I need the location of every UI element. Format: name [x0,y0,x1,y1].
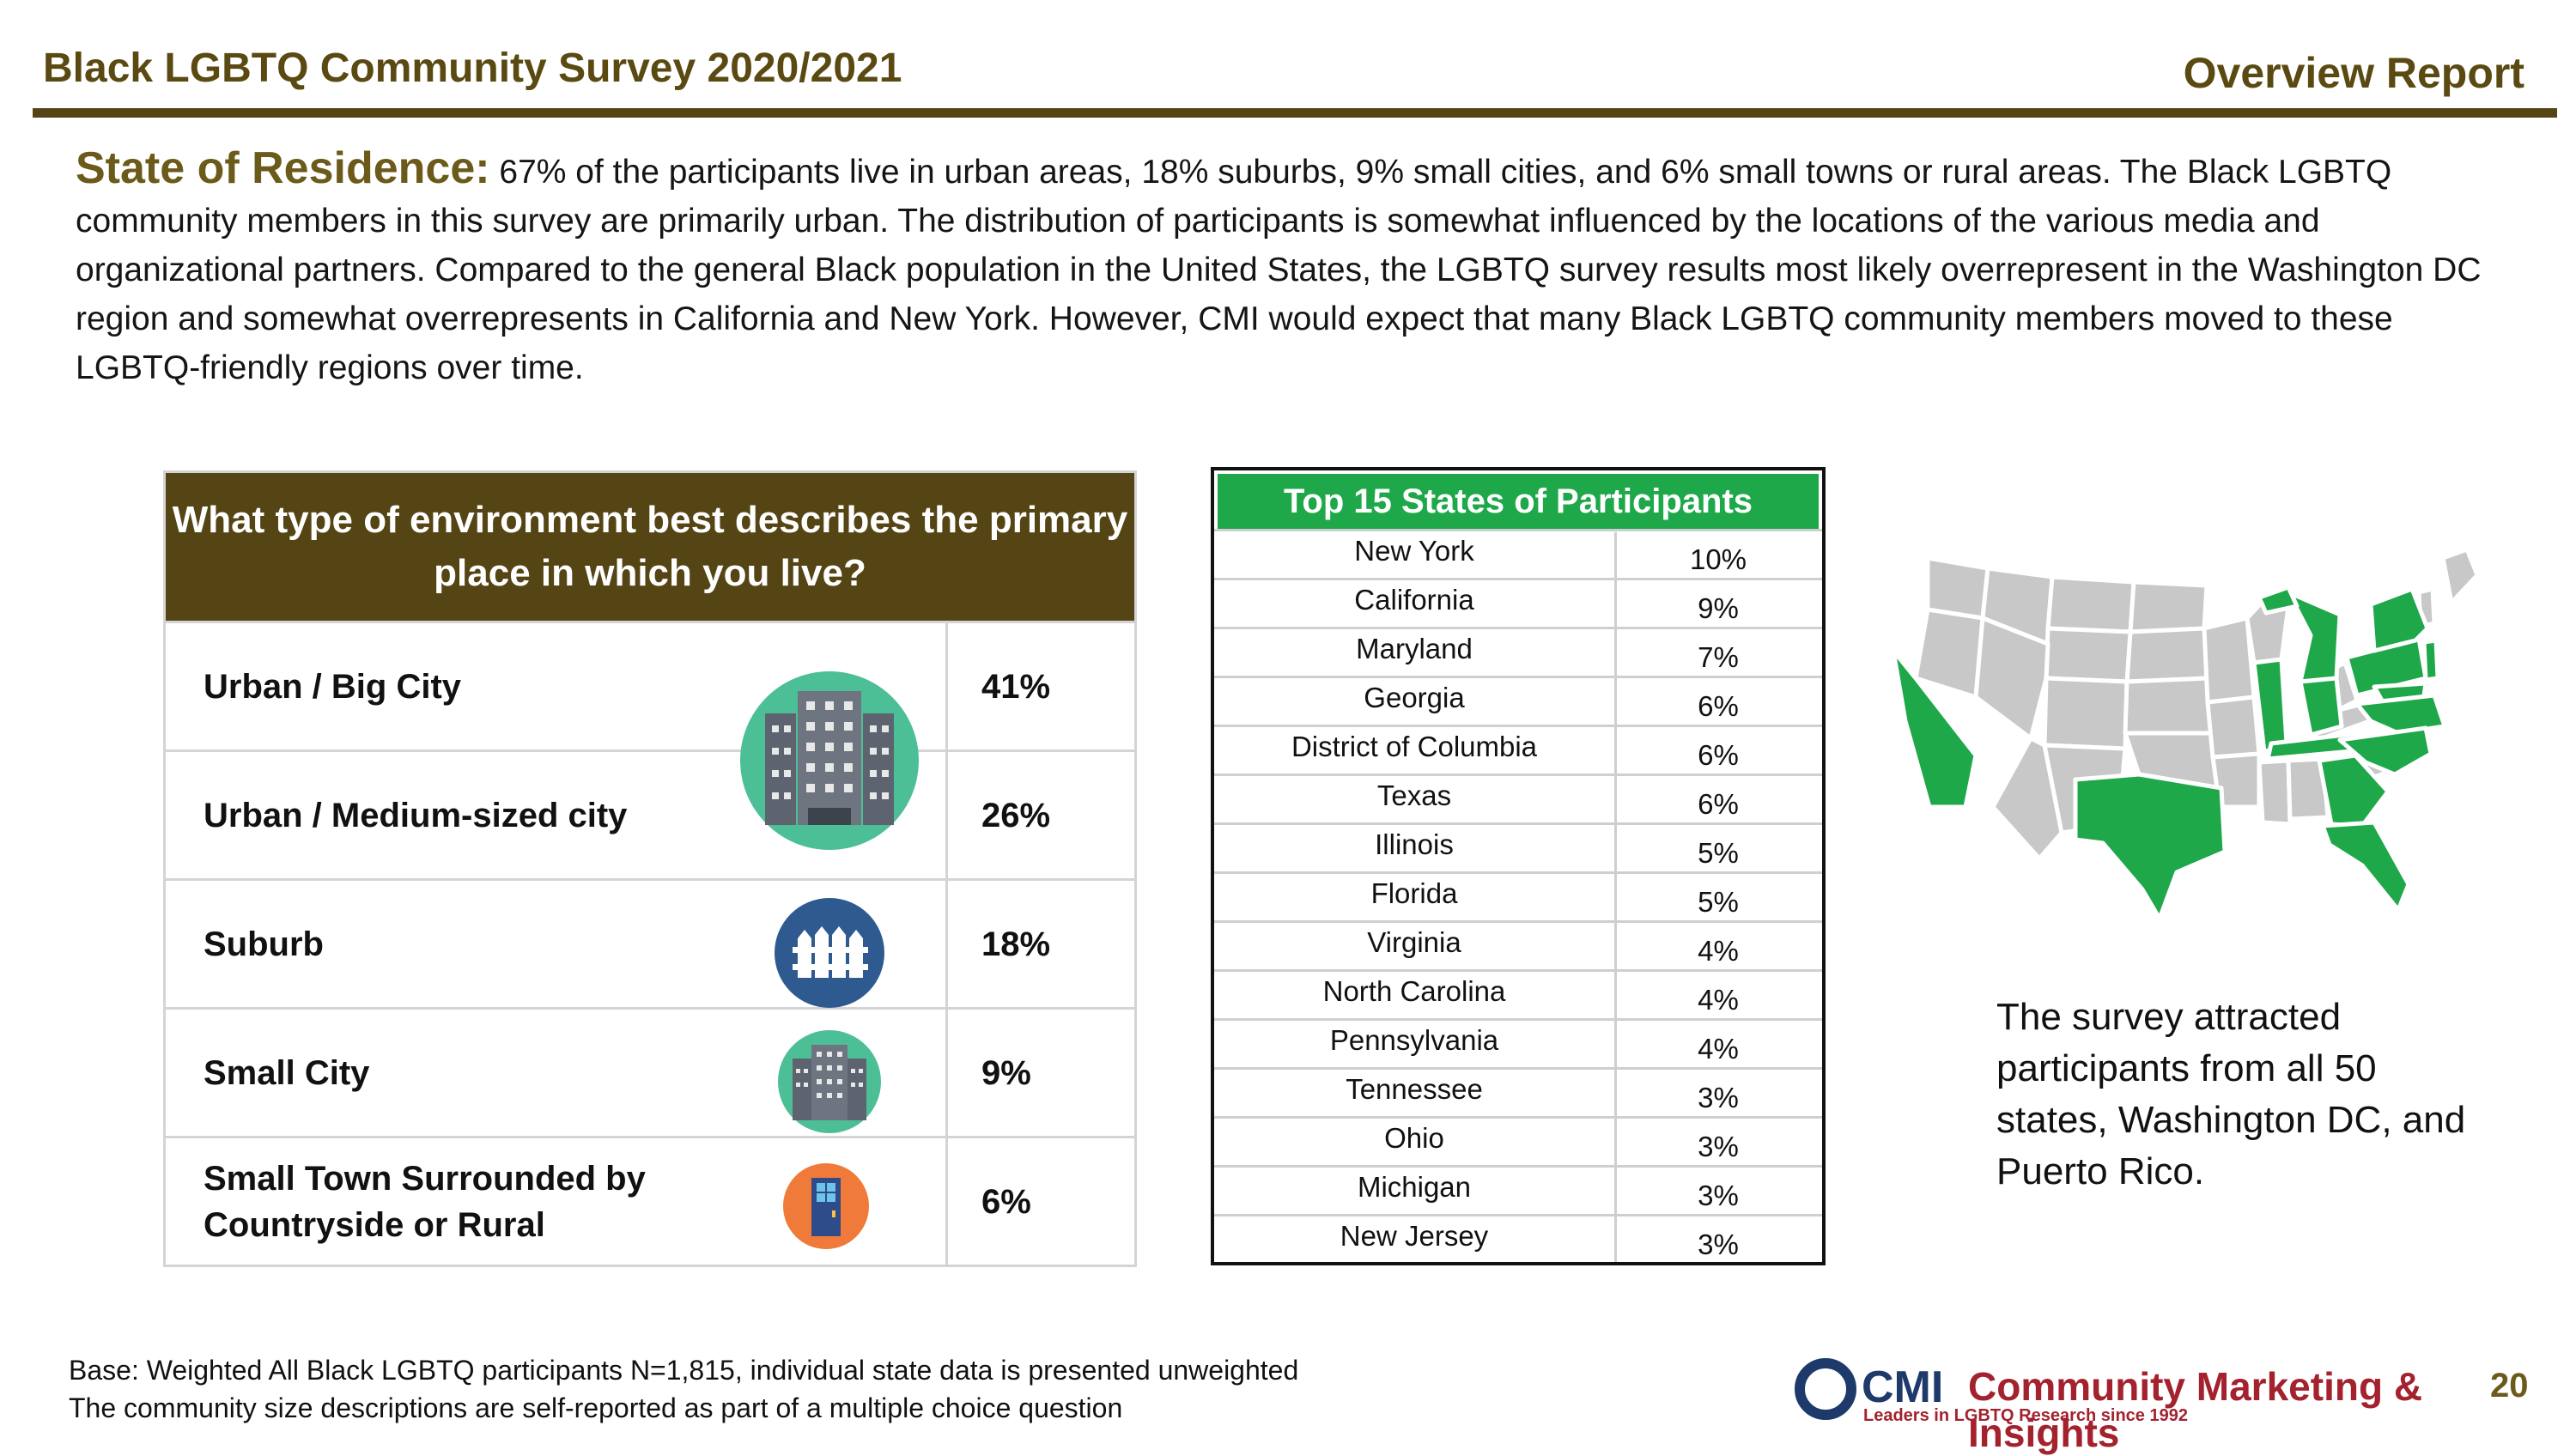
state-name: Georgia [1364,682,1465,713]
environment-value: 9% [981,1053,1031,1092]
environment-row-urban-big-city: Urban / Big City 41% [166,621,1134,750]
environment-value: 41% [981,667,1051,706]
environment-label: Suburb [204,925,324,963]
page-number: 20 [2490,1367,2529,1404]
environment-question: What type of environment best describes … [166,473,1134,621]
state-row: Florida 5% [1214,871,1822,923]
states-column-divider [1614,532,1617,1262]
state-row: New York 10% [1214,529,1822,580]
state-name: Maryland [1356,633,1473,664]
big-city-building-icon [740,671,919,850]
state-row: Tennessee 3% [1214,1067,1822,1119]
state-row: Pennsylvania 4% [1214,1018,1822,1070]
state-row: Maryland 7% [1214,627,1822,678]
suburb-fence-icon [775,898,884,1008]
state-name: Ohio [1384,1122,1444,1154]
state-value: 5% [1698,886,1739,918]
state-value: 3% [1698,1228,1739,1260]
map-note: The survey attracted participants from a… [1996,996,2466,1192]
state-value: 5% [1698,837,1739,869]
state-row: Georgia 6% [1214,676,1822,727]
intro-paragraph: State of Residence: 67% of the participa… [76,144,2514,392]
state-row: California 9% [1214,578,1822,629]
cmi-logo-icon [1795,1358,1856,1420]
logo-tagline: Leaders in LGBTQ Research since 1992 [1863,1406,2188,1425]
small-city-building-icon [778,1030,881,1133]
logo-company-name: Community Marketing & Insights [1968,1364,2423,1455]
state-value: 7% [1698,641,1739,673]
report-title: Black LGBTQ Community Survey 2020/2021 [43,46,902,91]
state-row: Illinois 5% [1214,822,1822,874]
state-row: Virginia 4% [1214,920,1822,972]
small-town-door-icon [783,1163,869,1249]
state-name: Florida [1370,877,1458,909]
top-states-table: Top 15 States of Participants New York 10… [1211,467,1826,1265]
environment-table: What type of environment best describes … [163,470,1137,1267]
state-value: 3% [1698,1082,1739,1113]
state-value: 10% [1689,543,1747,575]
logo-cmi-text: CMI [1862,1362,1944,1412]
state-value: 4% [1698,984,1739,1016]
environment-row-urban-medium-city: Urban / Medium-sized city 26% [166,749,1134,879]
environment-label: Small Town Surrounded by Countryside or … [204,1160,646,1244]
environment-label: Urban / Big City [204,668,462,706]
state-name: New York [1354,535,1474,567]
state-name: Pennsylvania [1329,1024,1499,1056]
environment-row-suburb: Suburb 18% [166,878,1134,1008]
state-value: 4% [1698,935,1739,967]
environment-column-divider [945,621,948,1265]
state-row: District of Columbia 6% [1214,725,1822,776]
environment-value: 18% [981,925,1051,963]
top-states-title: Top 15 States of Participants [1218,474,1819,529]
state-name: District of Columbia [1291,731,1538,762]
state-name: Virginia [1367,926,1461,958]
state-value: 6% [1698,690,1739,722]
environment-row-small-town-rural: Small Town Surrounded by Countryside or … [166,1136,1134,1265]
state-name: Texas [1376,780,1452,811]
state-name: Illinois [1375,828,1454,860]
report-type: Overview Report [2183,49,2524,97]
intro-lead: State of Residence: [76,143,490,193]
environment-label: Small City [204,1054,370,1092]
state-name: Michigan [1357,1171,1472,1203]
footnote-description: The community size descriptions are self… [69,1392,1123,1423]
state-value: 6% [1698,739,1739,771]
state-name: California [1354,584,1474,616]
environment-row-small-city: Small City 9% [166,1007,1134,1137]
state-value: 3% [1698,1131,1739,1162]
state-row: New Jersey 3% [1214,1214,1822,1265]
state-value: 4% [1698,1033,1739,1065]
environment-label: Urban / Medium-sized city [204,797,628,834]
state-name: Tennessee [1346,1073,1483,1105]
state-row: Texas 6% [1214,774,1822,825]
us-map-icon [1893,549,2480,921]
state-row: North Carolina 4% [1214,969,1822,1021]
state-row: Ohio 3% [1214,1116,1822,1168]
state-name: North Carolina [1322,975,1506,1007]
environment-value: 26% [981,796,1051,834]
state-value: 6% [1698,788,1739,820]
state-name: New Jersey [1340,1220,1489,1252]
state-value: 3% [1698,1180,1739,1211]
environment-value: 6% [981,1182,1031,1221]
state-value: 9% [1698,592,1739,624]
intro-text: 67% of the participants live in urban ar… [76,154,2482,386]
state-row: Michigan 3% [1214,1165,1822,1216]
header-divider [33,108,2557,118]
footnote-base: Base: Weighted All Black LGBTQ participa… [69,1355,1299,1386]
